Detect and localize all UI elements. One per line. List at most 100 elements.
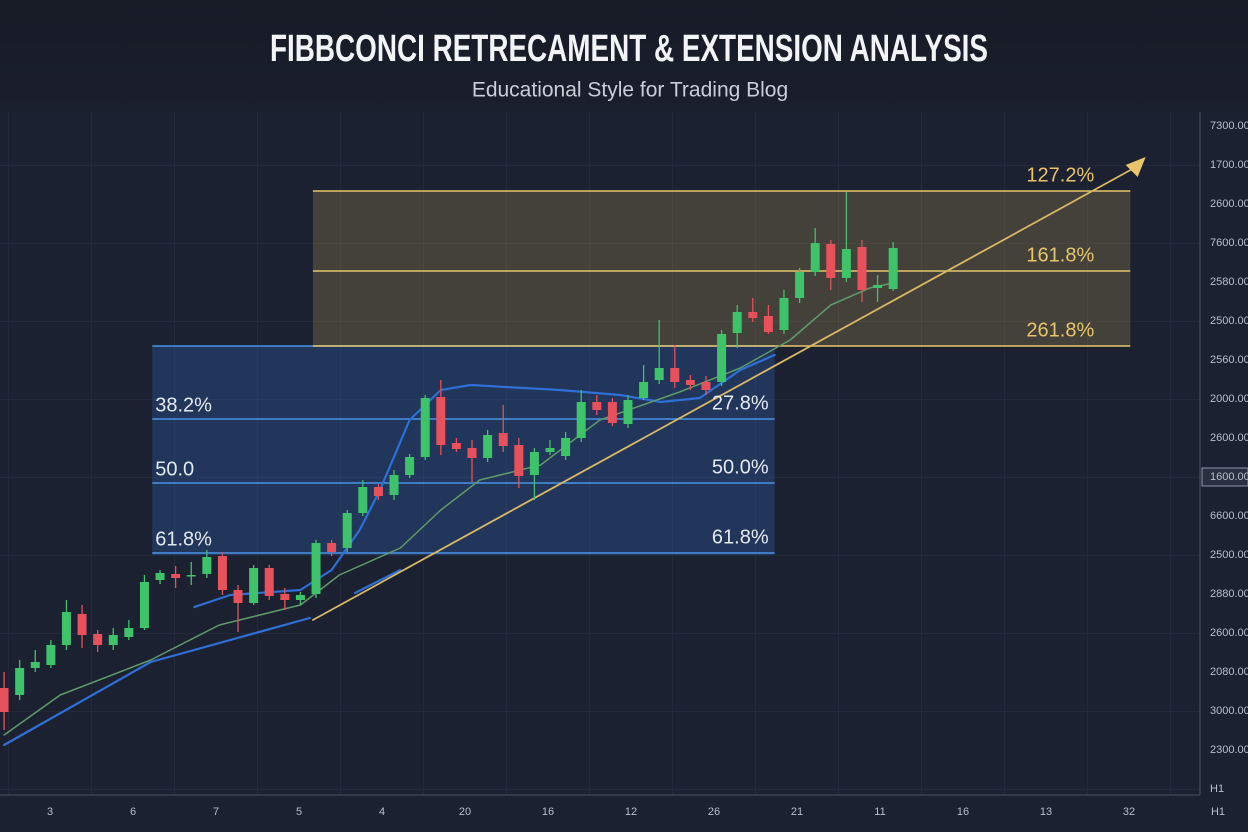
x-axis-label: 5 bbox=[296, 806, 302, 818]
candle-body bbox=[498, 433, 508, 446]
candle-body bbox=[233, 590, 243, 603]
fib-label: 61.8% bbox=[712, 526, 769, 548]
candle-body bbox=[46, 645, 56, 665]
candle-body bbox=[810, 243, 820, 272]
candle-body bbox=[732, 312, 742, 333]
x-axis-label: 6 bbox=[130, 806, 136, 818]
candle-body bbox=[654, 368, 664, 380]
x-axis-label: 7 bbox=[213, 806, 219, 818]
x-axis-label: 16 bbox=[957, 806, 969, 818]
indicators bbox=[2, 157, 1146, 747]
candle-body bbox=[155, 573, 165, 580]
candle-body bbox=[467, 448, 477, 458]
candle-body bbox=[30, 662, 40, 668]
indicator-line bbox=[312, 164, 1141, 621]
y-axis-label: 2600.00 bbox=[1210, 627, 1248, 639]
x-axis-label: 32 bbox=[1123, 806, 1135, 818]
candle-body bbox=[763, 316, 773, 332]
trend-arrow bbox=[1125, 157, 1146, 177]
y-axis-label: 1600.00 bbox=[1210, 471, 1248, 483]
candle-body bbox=[280, 594, 290, 600]
header bbox=[0, 0, 1248, 112]
candle-body bbox=[451, 443, 461, 449]
candle-body bbox=[841, 249, 851, 278]
fib-zone bbox=[312, 191, 1131, 346]
candle-body bbox=[670, 368, 680, 382]
candle-body bbox=[311, 543, 321, 594]
candle-body bbox=[623, 400, 633, 424]
candle-body bbox=[327, 543, 337, 552]
candle-body bbox=[685, 380, 695, 385]
y-axis-label: 2500.00 bbox=[1210, 315, 1248, 327]
chart-subtitle: Educational Style for Trading Blog bbox=[472, 79, 788, 102]
y-axis-label: 2880.00 bbox=[1210, 588, 1248, 600]
y-axis-label: H1 bbox=[1210, 783, 1224, 795]
y-axis-label: 2000.00 bbox=[1210, 393, 1248, 405]
x-axis-label: 3 bbox=[47, 806, 53, 818]
candle-body bbox=[576, 402, 586, 438]
fib-label: 50.0 bbox=[155, 458, 194, 480]
x-axis-label: 16 bbox=[542, 806, 554, 818]
candle-body bbox=[483, 435, 493, 458]
candle-body bbox=[545, 448, 555, 452]
candle-body bbox=[93, 634, 103, 645]
fib-label: 38.2% bbox=[155, 394, 212, 416]
candle-body bbox=[108, 635, 118, 645]
y-axis-label: 6600.00 bbox=[1210, 510, 1248, 522]
indicator-line bbox=[3, 282, 894, 736]
y-label-highlight bbox=[1201, 467, 1248, 487]
grid bbox=[0, 112, 1200, 795]
candle-body bbox=[0, 688, 9, 712]
fib-label: 127.2% bbox=[1026, 164, 1094, 186]
candle-body bbox=[717, 334, 727, 382]
candle-body bbox=[639, 382, 649, 398]
x-axis-label: 13 bbox=[1040, 806, 1052, 818]
x-axis-label: 4 bbox=[379, 806, 385, 818]
candle-body bbox=[826, 244, 836, 278]
candle-body bbox=[373, 487, 383, 496]
y-axis-label: 2560.00 bbox=[1210, 354, 1248, 366]
candle-body bbox=[249, 568, 259, 603]
candle-body bbox=[295, 595, 305, 600]
y-axis-label: 2600.00 bbox=[1210, 198, 1248, 210]
fib-label: 161.8% bbox=[1026, 244, 1094, 266]
candle-body bbox=[202, 557, 212, 574]
y-axis-label: 2580.00 bbox=[1210, 276, 1248, 288]
y-axis-label: 7300.00 bbox=[1210, 120, 1248, 132]
candle-body bbox=[561, 438, 571, 456]
candle-body bbox=[795, 272, 805, 298]
x-axis-label: 12 bbox=[625, 806, 637, 818]
candle-body bbox=[873, 285, 883, 288]
candle-body bbox=[529, 452, 539, 475]
candle-body bbox=[124, 628, 134, 637]
candle-body bbox=[15, 668, 25, 695]
y-axis-label: 2300.00 bbox=[1210, 744, 1248, 756]
candle-body bbox=[171, 574, 181, 578]
candle-body bbox=[186, 575, 196, 577]
y-axis-label: 3000.00 bbox=[1210, 705, 1248, 717]
fib-label: 261.8% bbox=[1026, 319, 1094, 341]
candle-body bbox=[358, 487, 368, 513]
labels: 3 6 7 5 4 20 16 12 26 21 11 16 13 32 H1 7300.00 1700.00 2… bbox=[47, 120, 1248, 818]
chart-title: FIBBCONCI RETRECAMENT & EXTENSION ANALYS… bbox=[270, 28, 988, 70]
candle-body bbox=[888, 248, 898, 289]
candle-body bbox=[405, 457, 415, 475]
candle-body bbox=[342, 513, 352, 548]
fib-label: 61.8% bbox=[155, 528, 212, 550]
y-axis-label: 2600.00 bbox=[1210, 432, 1248, 444]
candle-body bbox=[77, 614, 87, 635]
candle-body bbox=[779, 298, 789, 330]
candle-body bbox=[857, 247, 867, 290]
x-axis-label: 20 bbox=[459, 806, 471, 818]
x-axis-label: 11 bbox=[874, 806, 885, 818]
x-axis-label: 26 bbox=[708, 806, 720, 818]
candle-body bbox=[389, 475, 399, 495]
fib-label: 50.0% bbox=[712, 456, 769, 478]
x-axis-label: 21 bbox=[791, 806, 803, 818]
candle-body bbox=[217, 556, 227, 590]
candle-body bbox=[264, 568, 274, 596]
candle-body bbox=[139, 582, 149, 628]
candle-body bbox=[436, 397, 446, 445]
candle-body bbox=[61, 612, 71, 645]
